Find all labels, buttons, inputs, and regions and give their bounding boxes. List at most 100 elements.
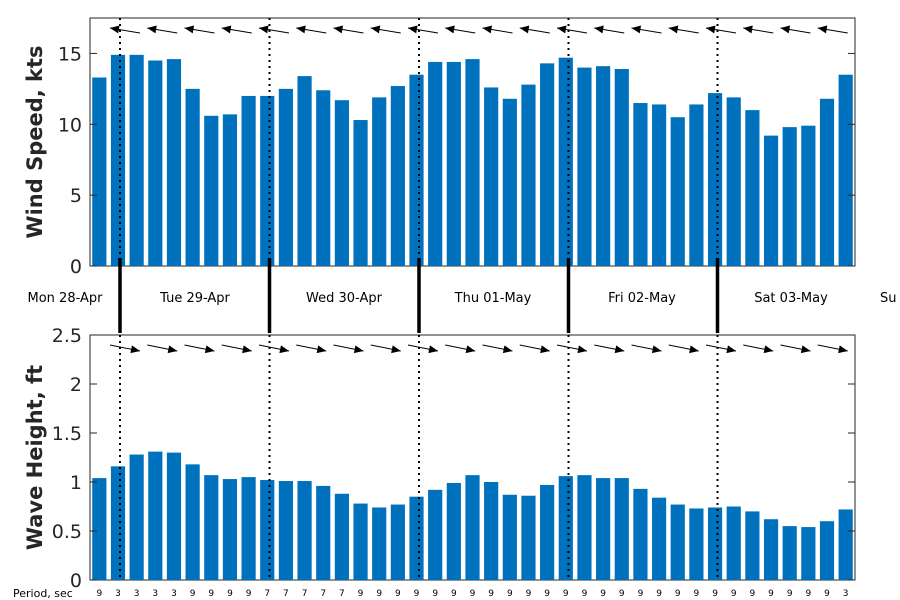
wind-bar [502,98,517,266]
wave-direction-arrow [556,344,588,354]
wind-bar [763,135,779,266]
wind-bar [260,95,275,266]
wave-bar [297,481,312,580]
wave-bar [353,503,368,580]
day-label-band: Mon 28-Apr Tue 29-Apr Wed 30-Apr Thu 01-May… [28,258,897,333]
wave-bar [260,480,275,580]
wave-ytick-label: 2 [70,374,82,396]
wind-bar [241,95,256,266]
period-value: 9 [208,589,214,599]
wave-direction-arrow [743,344,774,354]
wind-direction-arrow [705,25,737,34]
wave-direction-arrow [594,344,625,354]
wind-direction-arrow [370,25,401,34]
wind-bar [484,87,499,266]
wind-bar [838,74,853,266]
wind-ytick-label: 0 [70,256,82,278]
period-value: 9 [432,589,438,599]
wind-bar [92,77,107,267]
wind-ytick-label: 10 [58,114,82,136]
wave-ytick-label: 0.5 [52,521,82,543]
wave-direction-arrow [780,344,811,354]
period-value: 7 [283,589,289,599]
wave-direction-arrow [147,344,178,354]
wind-direction-arrow [743,25,774,34]
wind-direction-arrow [817,25,848,34]
wave-bar [278,481,293,580]
period-value: 3 [152,589,158,599]
day-label: Fri 02-May [608,291,676,306]
period-value: 9 [544,589,550,599]
wave-bar [763,519,779,580]
period-value: 9 [638,589,644,599]
wind-bar [390,86,405,267]
period-value: 7 [264,589,270,599]
period-row: Period, sec 9 3 3 3 3 9 9 9 9 7 7 7 7 7 9 9 9 9 9 9 9 9 9 9 9 9 9 9 9… [13,587,849,600]
wave-bar [652,497,667,580]
wave-direction-arrow [519,344,550,354]
wave-ytick-label: 1 [70,472,82,494]
day-label: Wed 30-Apr [306,291,383,306]
wave-direction-arrow [668,344,699,354]
wave-bar [502,494,517,580]
wind-direction-arrow [631,25,662,34]
wave-ytick-label: 2.5 [52,325,82,347]
wave-bar [316,485,331,580]
wind-direction-arrow [482,25,513,34]
wind-bar [558,57,573,267]
day-label: Su [880,291,897,306]
wave-direction-arrow [109,344,141,354]
wave-direction-arrow [184,344,215,354]
wind-bar [148,60,163,267]
wave-bar [446,482,461,580]
period-value: 9 [694,589,700,599]
wave-bar [428,489,443,580]
wave-bar [745,511,760,580]
wave-ytick-label: 0 [70,570,82,592]
wind-bar [110,54,126,266]
period-value: 9 [376,589,382,599]
day-label: Tue 29-Apr [159,291,230,306]
wind-bar [689,104,704,266]
wind-bar [204,115,219,266]
wave-bar [521,495,536,580]
wind-bar [782,127,797,267]
wind-ytick-label: 15 [58,43,82,65]
wind-direction-arrow [519,25,550,34]
wind-bar [334,100,349,266]
wave-direction-arrow [631,344,662,354]
wave-direction-arrow [296,344,327,354]
wind-bar [428,61,443,267]
period-value: 9 [675,589,681,599]
wind-bar [707,93,723,266]
period-value: 3 [171,589,177,599]
period-title: Period, sec [13,587,73,600]
wave-bar [185,464,200,580]
wave-bar [838,509,853,580]
wind-direction-arrow [594,25,625,34]
day-label: Thu 01-May [454,291,532,306]
wind-speed-panel: 0 5 10 15 Wind Speed, kts [23,17,856,278]
wave-direction-arrow [817,344,848,354]
wind-bar [409,74,424,266]
period-value: 7 [302,589,308,599]
wind-bar [633,103,648,266]
wave-bar [596,478,611,580]
period-value: 9 [246,589,252,599]
wave-bar [148,451,163,580]
wind-bar [614,69,629,267]
wind-direction-arrow [668,25,699,34]
wind-direction-arrow [407,25,439,34]
wind-direction-arrow [556,25,588,34]
wind-bar [726,97,741,266]
period-value: 9 [395,589,401,599]
period-value: 9 [582,589,588,599]
period-value: 3 [843,589,849,599]
wave-bar [166,452,182,580]
wave-ytick-label: 1.5 [52,423,82,445]
period-value: 9 [768,589,774,599]
wave-bar [801,527,816,580]
period-value: 9 [470,589,476,599]
period-value: 7 [339,589,345,599]
